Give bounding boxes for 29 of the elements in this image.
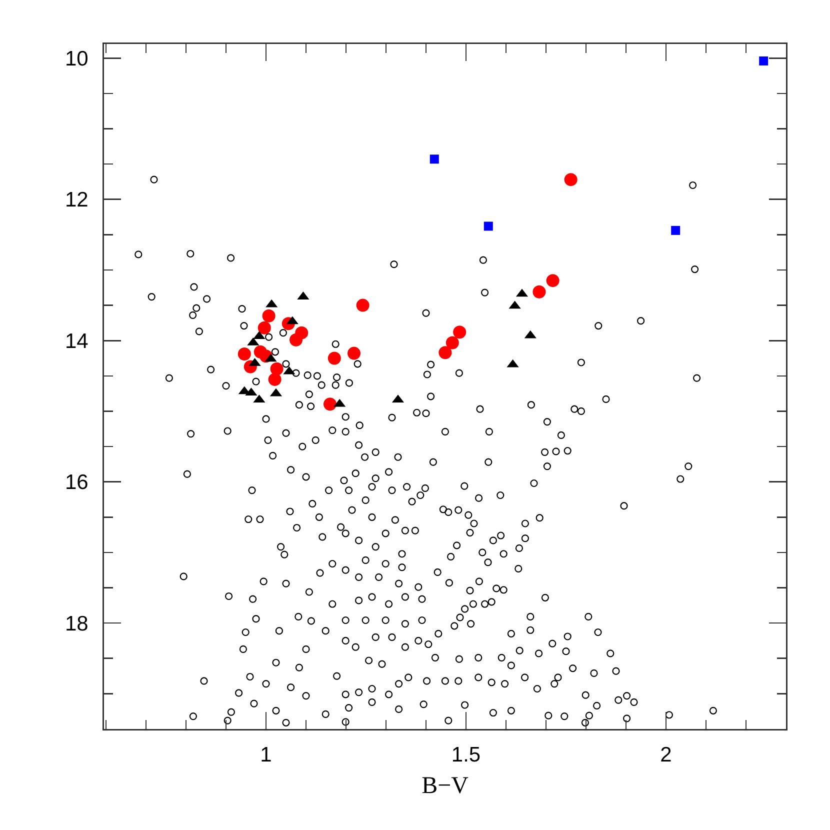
y-tick-label: 12	[64, 188, 88, 212]
y-tick-label: 10	[64, 47, 88, 70]
point	[348, 346, 360, 360]
point	[564, 173, 578, 186]
point	[262, 309, 276, 322]
point	[484, 222, 493, 231]
x-tick-label: 2	[660, 744, 672, 767]
point	[258, 321, 271, 334]
x-axis-title: B−V	[422, 772, 470, 799]
point	[446, 336, 459, 350]
point	[324, 398, 336, 411]
point	[671, 226, 680, 235]
point	[430, 154, 439, 164]
point	[356, 298, 370, 312]
point	[532, 285, 546, 298]
y-tick-label: 14	[64, 330, 89, 353]
y-tick-label: 16	[64, 471, 88, 494]
point	[453, 326, 466, 339]
point	[438, 346, 452, 360]
x-tick-label: 1.5	[451, 744, 481, 767]
point	[270, 362, 284, 376]
y-tick-label: 18	[64, 612, 88, 636]
point	[328, 352, 341, 365]
point	[290, 333, 302, 346]
point	[759, 56, 768, 66]
point	[268, 372, 282, 386]
x-tick-label: 1	[260, 744, 272, 767]
point	[238, 348, 251, 361]
point	[546, 274, 560, 288]
